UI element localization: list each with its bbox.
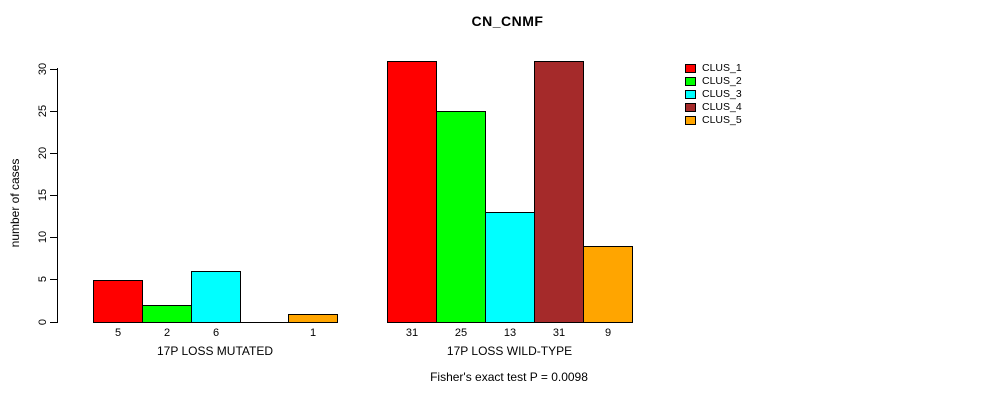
legend-label: CLUS_1 xyxy=(702,62,742,74)
bar-value-label: 9 xyxy=(604,327,612,339)
legend-label: CLUS_2 xyxy=(702,75,742,87)
x-group-label: 17P LOSS WILD-TYPE xyxy=(446,344,573,358)
bar-clus_3-mutated xyxy=(191,271,241,323)
y-axis-tick xyxy=(50,153,58,154)
y-axis-tick xyxy=(50,322,58,323)
bar-value-label: 6 xyxy=(212,327,220,339)
legend-label: CLUS_5 xyxy=(702,114,742,126)
bar-clus_2-mutated xyxy=(142,305,192,323)
bar-value-label: 31 xyxy=(552,327,566,339)
legend-label: CLUS_4 xyxy=(702,101,742,113)
bar-value-label: 25 xyxy=(454,327,468,339)
y-axis-tick xyxy=(50,237,58,238)
legend-swatch-clus_3 xyxy=(685,90,696,99)
bar-value-label: 2 xyxy=(163,327,171,339)
bar-value-label: 5 xyxy=(114,327,122,339)
y-axis-tick xyxy=(50,279,58,280)
fisher-test-annotation: Fisher's exact test P = 0.0098 xyxy=(430,370,588,384)
y-tick-label: 0 xyxy=(37,318,49,326)
bar-clus_5-wild-type xyxy=(583,246,633,323)
y-axis-tick xyxy=(50,69,58,70)
y-tick-label: 20 xyxy=(37,146,49,160)
bar-clus_5-mutated xyxy=(288,314,338,323)
y-tick-label: 15 xyxy=(37,188,49,202)
bar-value-label: 13 xyxy=(503,327,517,339)
bar-clus_1-mutated xyxy=(93,280,143,323)
bar-zero-line-clus_4-mutated xyxy=(239,322,289,323)
legend-swatch-clus_4 xyxy=(685,103,696,112)
y-tick-label: 25 xyxy=(37,104,49,118)
y-axis-tick xyxy=(50,195,58,196)
y-tick-label: 30 xyxy=(37,62,49,76)
y-axis-tick xyxy=(50,111,58,112)
bar-value-label: 1 xyxy=(309,327,317,339)
legend-swatch-clus_1 xyxy=(685,64,696,73)
bar-clus_1-wild-type xyxy=(387,61,437,323)
bar-value-label: 31 xyxy=(405,327,419,339)
x-group-label: 17P LOSS MUTATED xyxy=(156,344,274,358)
bar-clus_3-wild-type xyxy=(485,212,535,323)
y-axis-title: number of cases xyxy=(8,158,22,248)
chart-title: CN_CNMF xyxy=(471,13,544,29)
bar-clus_2-wild-type xyxy=(436,111,486,323)
legend-swatch-clus_5 xyxy=(685,116,696,125)
y-tick-label: 10 xyxy=(37,230,49,244)
bar-clus_4-wild-type xyxy=(534,61,584,323)
legend-label: CLUS_3 xyxy=(702,88,742,100)
legend-swatch-clus_2 xyxy=(685,77,696,86)
y-tick-label: 5 xyxy=(37,275,49,283)
